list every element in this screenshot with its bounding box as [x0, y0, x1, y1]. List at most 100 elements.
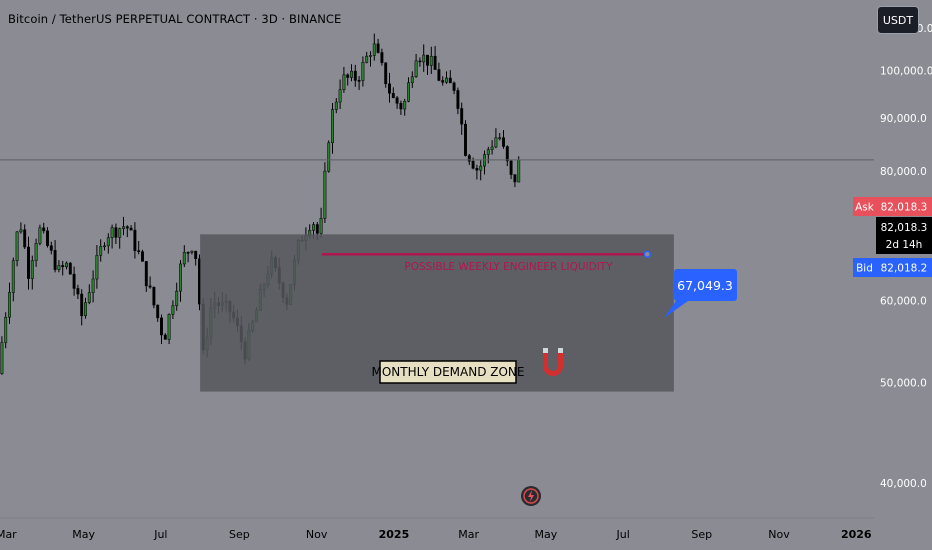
x-tick-label: Jul [616, 528, 630, 541]
candle-body [331, 109, 334, 144]
candle-body [65, 262, 68, 268]
candle-body [475, 168, 479, 171]
candle-body [8, 292, 11, 318]
candle-body [517, 159, 521, 183]
candle-body [49, 245, 53, 251]
candle-body [53, 250, 57, 270]
y-tick-label: 40,000.0 [880, 478, 927, 490]
ask-value: 82,018.3 [881, 202, 928, 214]
magnet-icon [543, 348, 563, 376]
x-tick-label: Mar [458, 528, 479, 541]
candle-body [388, 83, 391, 94]
ask-label: Ask [855, 202, 875, 214]
candle-body [141, 251, 144, 262]
candle-body [498, 137, 502, 139]
candle-body [494, 137, 498, 148]
candle-body [372, 43, 376, 56]
candle-body [152, 286, 156, 306]
candle-body [137, 250, 141, 252]
candle-body [486, 149, 490, 155]
candle-body [395, 97, 399, 104]
candle-body [46, 230, 49, 246]
candle-body [422, 54, 426, 63]
x-tick-label: Sep [229, 528, 250, 541]
candle-body [30, 260, 34, 279]
candle-body [407, 82, 410, 102]
bid-value: 82,018.2 [881, 263, 928, 275]
currency-button[interactable]: USDT [877, 6, 919, 34]
liquidity-line-endpoint[interactable] [643, 250, 652, 258]
candle-body [342, 74, 346, 90]
liquidity-label: POSSIBLE WEEKLY ENGINEER LIQUIDITY [404, 261, 613, 273]
candle-body [327, 142, 331, 172]
candle-body [106, 237, 110, 247]
y-tick-label: 90,000.0 [880, 113, 927, 125]
candle-body [38, 227, 42, 244]
candle-body [502, 137, 505, 147]
candle-body [57, 265, 61, 270]
candle-body [467, 155, 471, 162]
y-tick-label: 100,000.0 [880, 66, 932, 78]
demand-zone-label-box [379, 360, 517, 384]
y-tick-label: 80,000.0 [880, 166, 927, 178]
candle-body [129, 227, 133, 231]
target-price-badge[interactable]: 67,049.3 [664, 269, 737, 318]
candle-body [0, 342, 4, 374]
candle-body [156, 304, 160, 319]
x-tick-label: Nov [306, 528, 328, 541]
ask-tag: Ask 82,018.3 [853, 197, 932, 216]
x-tick-label: 2026 [841, 528, 872, 541]
candle-body [426, 54, 429, 66]
candle-body [399, 103, 403, 110]
lightning-logo-icon [521, 486, 541, 506]
demand-zone-label: MONTHLY DEMAND ZONE [371, 365, 524, 379]
y-tick-label: 50,000.0 [880, 378, 927, 390]
candle-body [312, 224, 315, 231]
candle-body [441, 80, 445, 83]
candle-body [171, 305, 175, 315]
candle-body [175, 290, 179, 306]
candle-body [182, 252, 186, 265]
candle-body [357, 80, 361, 82]
chart-title: Bitcoin / TetherUS PERPETUAL CONTRACT · … [8, 12, 342, 26]
candle-body [391, 93, 395, 99]
candle-body [376, 43, 380, 53]
candle-body [15, 231, 19, 261]
candle-body [513, 174, 517, 183]
x-tick-label: Jul [153, 528, 167, 541]
candle-body [509, 160, 513, 175]
candle-body [429, 55, 433, 66]
candle-body [19, 229, 23, 233]
x-tick-label: Sep [691, 528, 712, 541]
candle-body [84, 302, 87, 317]
candle-body [460, 108, 464, 125]
candle-body [323, 170, 327, 219]
candle-body [384, 62, 388, 85]
candle-body [68, 262, 72, 275]
x-tick-label: Nov [768, 528, 790, 541]
candle-body [133, 229, 137, 251]
candle-body [361, 62, 365, 81]
candle-body [190, 250, 194, 253]
candle-body [125, 226, 129, 229]
candle-body [122, 226, 125, 229]
candle-body [27, 246, 30, 279]
candle-body [91, 278, 95, 293]
candle-body [369, 55, 372, 57]
candle-body [346, 74, 350, 78]
candle-body [148, 285, 152, 288]
candle-body [505, 146, 509, 162]
candle-body [23, 229, 27, 248]
candle-body [338, 89, 342, 103]
candle-body [87, 292, 91, 303]
candle-body [114, 227, 118, 238]
candle-body [464, 123, 467, 156]
candle-body [179, 263, 182, 292]
candle-body [433, 55, 437, 70]
last-price-tag: 82,018.3 2d 14h [876, 217, 932, 254]
candle-body [163, 334, 167, 340]
x-tick-label: May [535, 528, 558, 541]
y-tick-label: 60,000.0 [880, 295, 927, 307]
candle-body [186, 252, 190, 254]
